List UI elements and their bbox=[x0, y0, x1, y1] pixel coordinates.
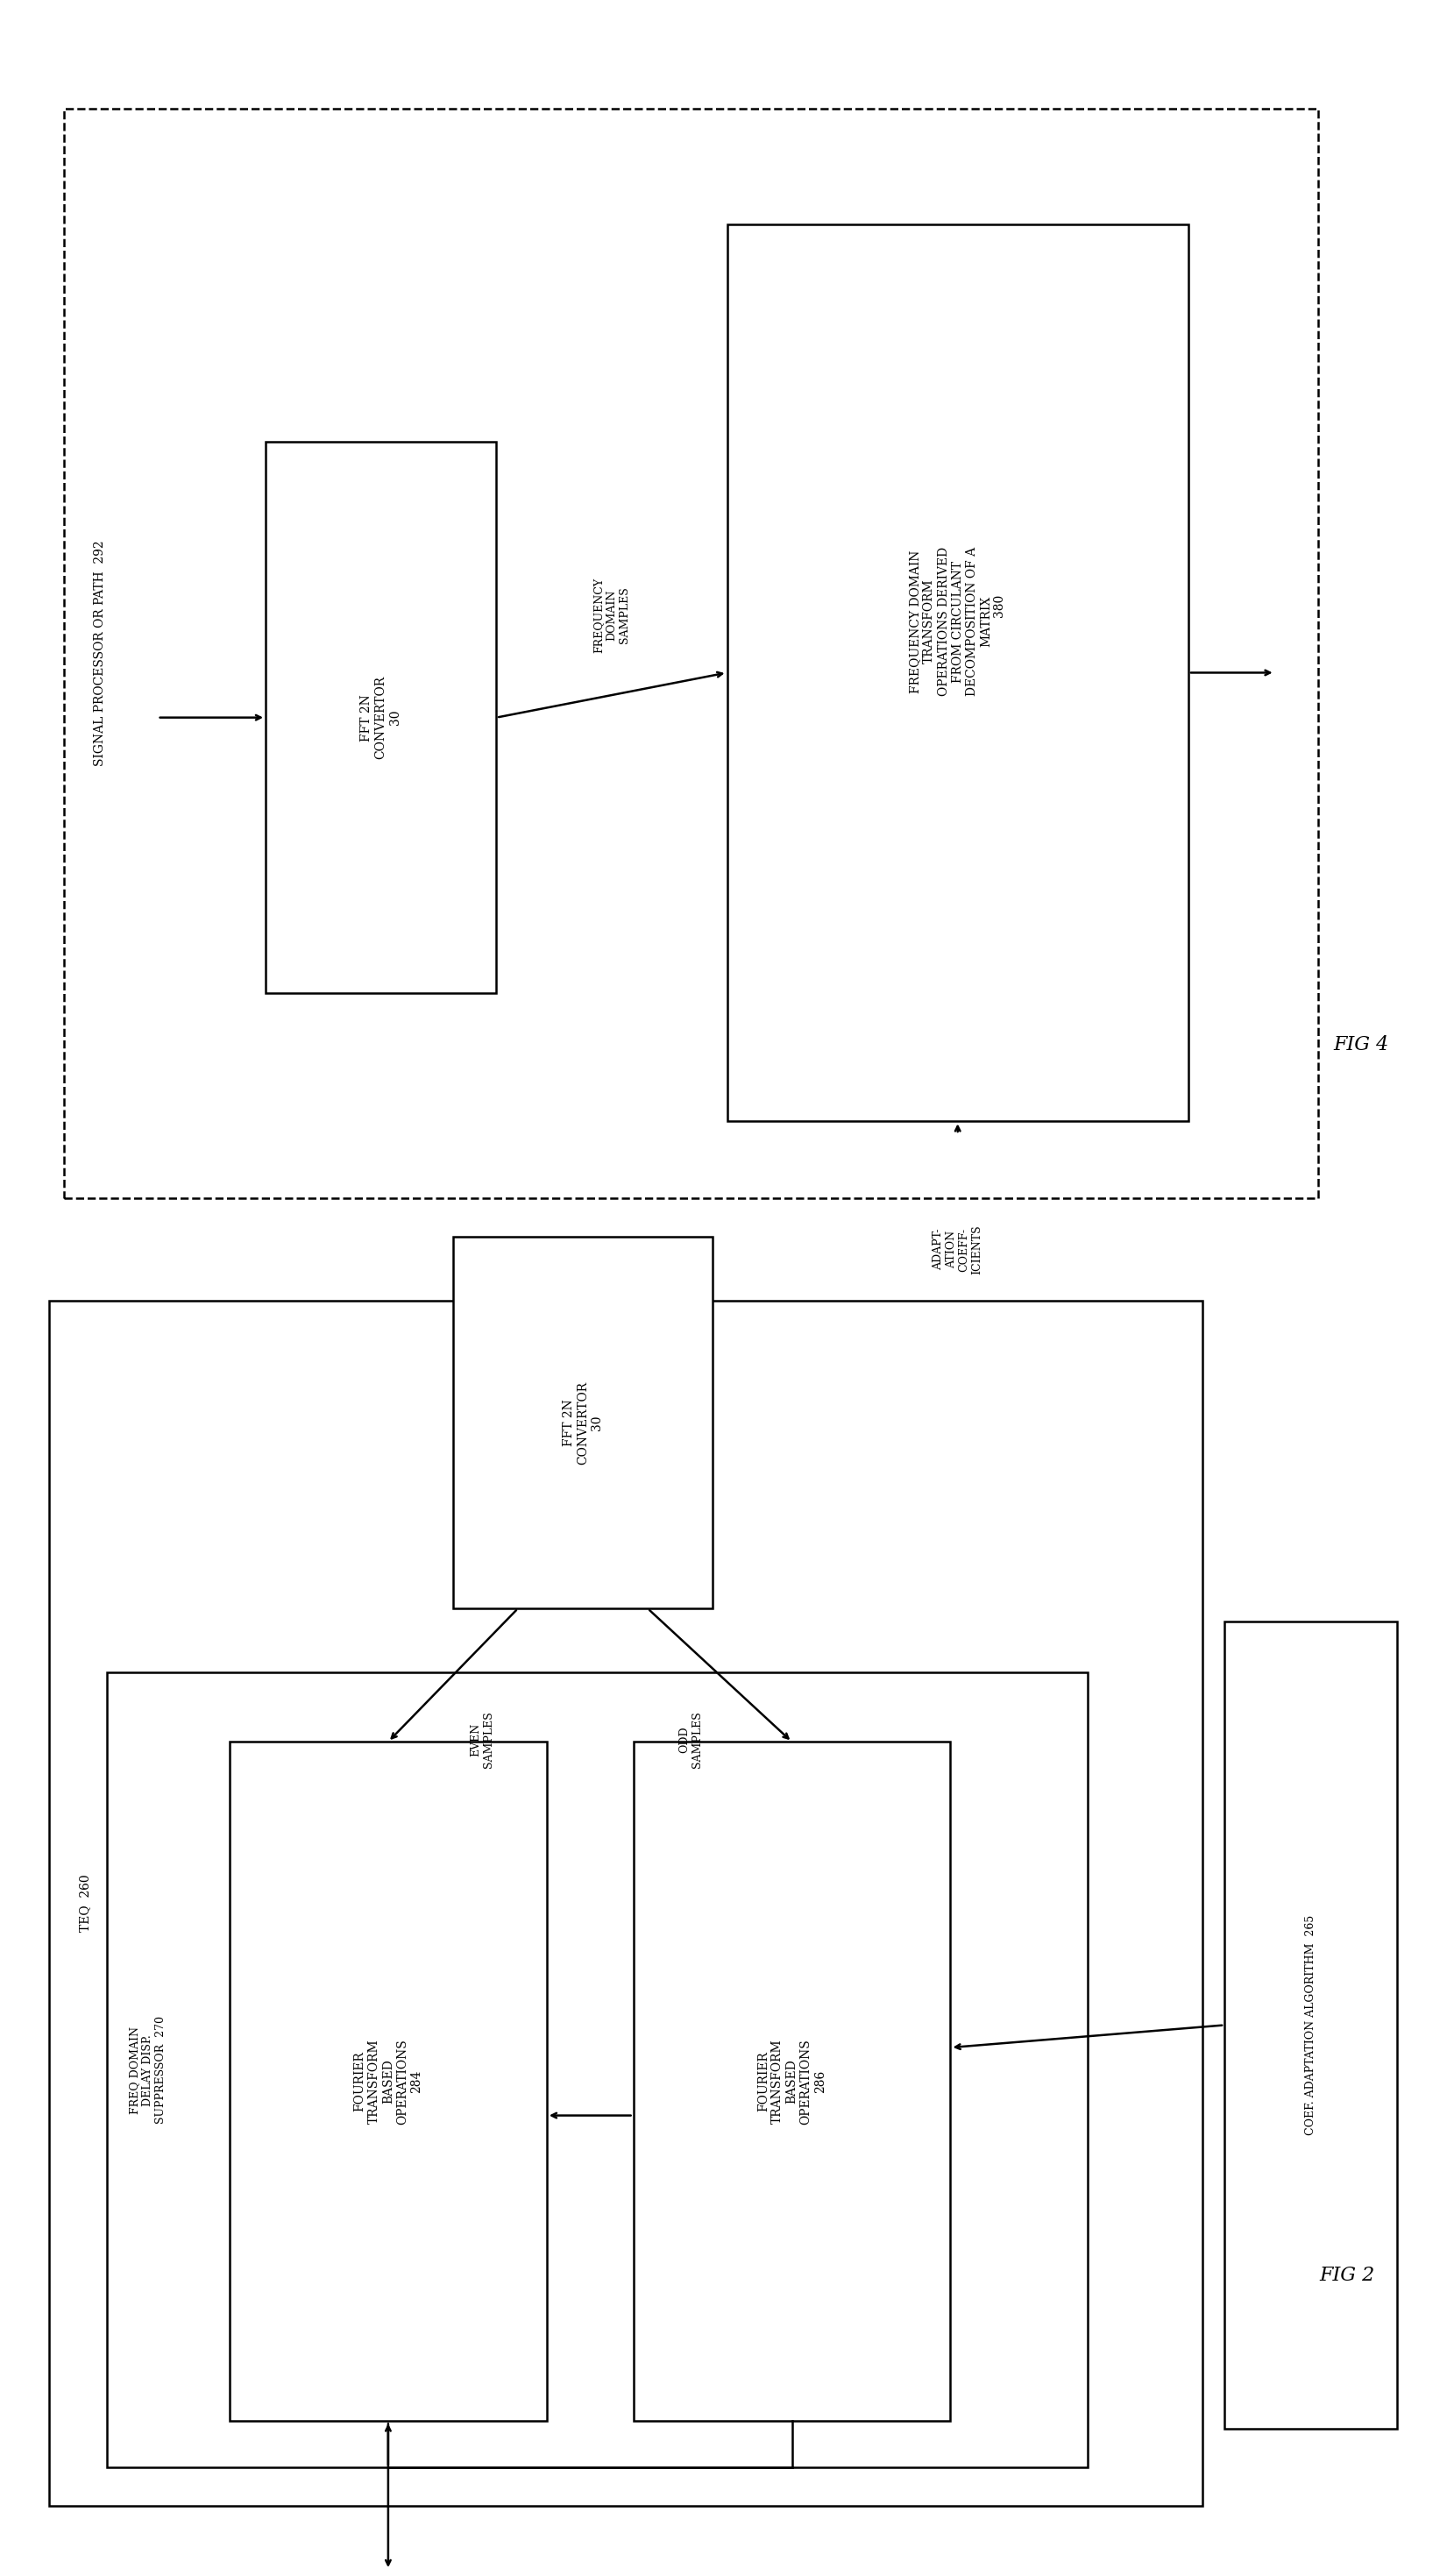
Text: TEQ  260: TEQ 260 bbox=[80, 1875, 92, 1932]
Text: FIG 4: FIG 4 bbox=[1333, 1036, 1389, 1054]
Text: FFT 2N
CONVERTOR
30: FFT 2N CONVERTOR 30 bbox=[361, 675, 401, 760]
FancyBboxPatch shape bbox=[108, 1672, 1088, 2468]
Text: FOURIER
TRANSFORM
BASED
OPERATIONS
284: FOURIER TRANSFORM BASED OPERATIONS 284 bbox=[353, 2038, 423, 2125]
Text: FOURIER
TRANSFORM
BASED
OPERATIONS
286: FOURIER TRANSFORM BASED OPERATIONS 286 bbox=[758, 2038, 826, 2125]
Text: COEF. ADAPTATION ALGORITHM  265: COEF. ADAPTATION ALGORITHM 265 bbox=[1306, 1914, 1317, 2136]
FancyBboxPatch shape bbox=[64, 108, 1319, 1198]
Text: ADAPT-
ATION
COEFF-
ICIENTS: ADAPT- ATION COEFF- ICIENTS bbox=[932, 1224, 983, 1275]
Text: FIG 2: FIG 2 bbox=[1319, 2264, 1374, 2285]
FancyBboxPatch shape bbox=[49, 1301, 1202, 2506]
FancyBboxPatch shape bbox=[1224, 1620, 1397, 2429]
FancyBboxPatch shape bbox=[727, 224, 1188, 1121]
Text: FREQ DOMAIN
DELAY DISP.
SUPPRESSOR  270: FREQ DOMAIN DELAY DISP. SUPPRESSOR 270 bbox=[128, 2017, 166, 2123]
Text: ODD
SAMPLES: ODD SAMPLES bbox=[679, 1710, 704, 1767]
FancyBboxPatch shape bbox=[266, 443, 496, 994]
FancyBboxPatch shape bbox=[454, 1236, 712, 1607]
Text: FFT 2N
CONVERTOR
30: FFT 2N CONVERTOR 30 bbox=[563, 1381, 603, 1463]
FancyBboxPatch shape bbox=[634, 1741, 951, 2421]
FancyBboxPatch shape bbox=[230, 1741, 547, 2421]
Text: EVEN
SAMPLES: EVEN SAMPLES bbox=[470, 1710, 494, 1767]
Text: FREQUENCY DOMAIN
TRANSFORM
OPERATIONS DERIVED
FROM CIRCULANT
DECOMPOSITION OF A
: FREQUENCY DOMAIN TRANSFORM OPERATIONS DE… bbox=[909, 546, 1006, 696]
Text: SIGNAL PROCESSOR OR PATH  292: SIGNAL PROCESSOR OR PATH 292 bbox=[93, 541, 106, 765]
Text: FREQUENCY
DOMAIN
SAMPLES: FREQUENCY DOMAIN SAMPLES bbox=[593, 577, 631, 652]
